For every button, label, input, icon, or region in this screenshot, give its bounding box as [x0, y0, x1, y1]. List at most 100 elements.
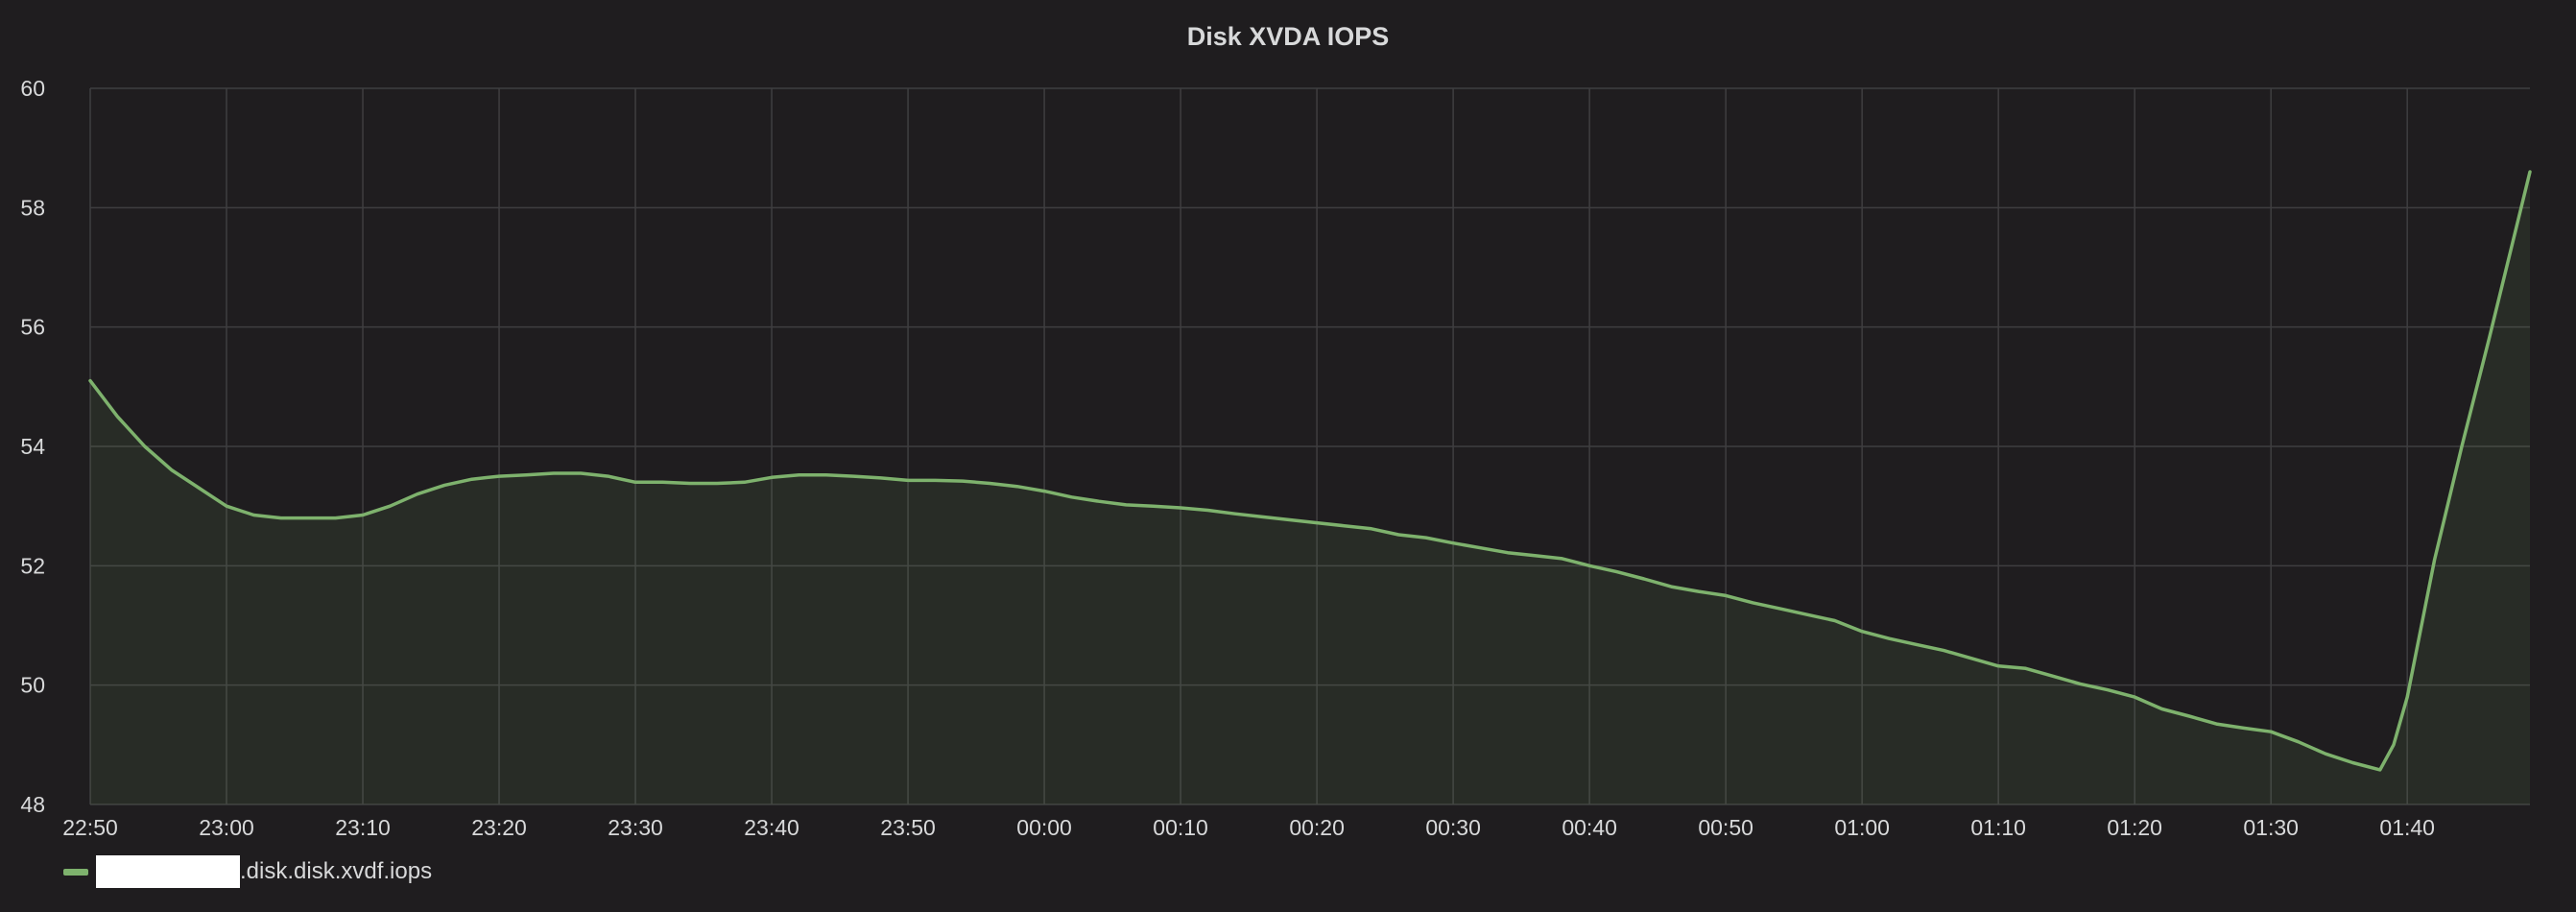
legend-swatch	[63, 868, 88, 876]
x-tick-label: 22:50	[62, 815, 118, 840]
data-point	[1397, 533, 1400, 537]
data-point	[607, 474, 609, 478]
data-point	[1288, 518, 1291, 521]
data-point	[688, 482, 691, 485]
data-point	[497, 474, 501, 478]
data-point	[1587, 564, 1591, 567]
data-point	[1233, 513, 1237, 516]
data-point	[1670, 585, 1673, 588]
data-point	[1969, 657, 1972, 660]
data-point	[1152, 505, 1155, 508]
data-point	[1097, 500, 1101, 503]
data-point	[661, 481, 664, 484]
x-tick-label: 23:20	[471, 815, 527, 840]
x-tick-label: 01:00	[1834, 815, 1890, 840]
chart-title: Disk XVDA IOPS	[1187, 22, 1390, 51]
x-tick-label: 00:10	[1153, 815, 1208, 840]
data-point	[1125, 503, 1128, 507]
data-point	[116, 415, 119, 419]
data-point	[879, 476, 882, 480]
x-axis-ticks: 22:50 23:00 23:10 23:20 23:30 23:40 23:50 00:00…	[62, 815, 2435, 840]
data-point	[2351, 761, 2354, 764]
data-point	[198, 487, 201, 490]
x-tick-label: 23:10	[335, 815, 391, 840]
data-point	[1315, 521, 1319, 524]
x-tick-label: 23:50	[880, 815, 936, 840]
data-point	[1697, 589, 1700, 593]
data-point	[798, 473, 800, 476]
data-point	[171, 468, 174, 472]
data-point	[1370, 527, 1373, 530]
data-point	[2528, 170, 2532, 174]
legend-redaction	[96, 855, 240, 888]
data-point	[2488, 337, 2491, 341]
y-tick-label: 60	[20, 76, 45, 101]
x-tick-label: 00:40	[1562, 815, 1617, 840]
data-point	[389, 505, 392, 508]
legend-item[interactable]: .disk.disk.xvdf.iops	[63, 852, 432, 891]
data-point	[88, 379, 92, 382]
y-tick-label: 58	[20, 195, 45, 220]
data-point	[2215, 722, 2218, 726]
data-point	[906, 479, 910, 482]
data-point	[1042, 490, 1046, 492]
data-point	[2106, 688, 2109, 691]
data-point	[824, 473, 828, 476]
data-point	[633, 481, 637, 484]
series-layer	[88, 170, 2532, 804]
x-tick-label: 00:30	[1425, 815, 1481, 840]
data-point	[252, 514, 255, 516]
data-point	[2160, 708, 2163, 710]
data-point	[443, 484, 446, 487]
data-point	[552, 471, 555, 475]
data-point	[2324, 753, 2327, 756]
data-point	[1261, 516, 1264, 518]
data-point	[1479, 546, 1482, 549]
data-point	[2433, 558, 2436, 562]
x-tick-label: 01:10	[1970, 815, 2026, 840]
data-point	[525, 473, 528, 476]
y-tick-label: 56	[20, 315, 45, 340]
data-point	[225, 505, 228, 508]
y-tick-label: 48	[20, 792, 45, 817]
data-point	[770, 476, 774, 479]
data-point	[1943, 649, 1945, 652]
data-point	[2460, 444, 2464, 448]
x-tick-label: 23:40	[744, 815, 799, 840]
x-tick-label: 01:20	[2107, 815, 2162, 840]
x-tick-label: 23:30	[608, 815, 663, 840]
data-point	[143, 444, 146, 448]
data-point	[716, 482, 719, 485]
x-tick-label: 00:50	[1698, 815, 1753, 840]
data-point	[743, 481, 746, 484]
data-point	[1179, 506, 1182, 510]
data-point	[1806, 613, 1809, 616]
data-point	[2297, 740, 2300, 743]
data-point	[2392, 743, 2396, 746]
data-point	[307, 516, 310, 519]
data-point	[1070, 495, 1073, 498]
legend-label: .disk.disk.xvdf.iops	[240, 858, 433, 884]
y-axis-ticks: 48 50 52 54 56 58 60	[20, 76, 45, 817]
data-point	[580, 471, 583, 475]
data-point	[1343, 524, 1346, 527]
data-point	[1561, 557, 1563, 561]
data-point	[2406, 695, 2409, 699]
data-point	[1888, 637, 1891, 640]
y-tick-label: 50	[20, 673, 45, 698]
data-point	[279, 516, 282, 519]
data-point	[1997, 664, 2000, 667]
data-point	[1534, 554, 1537, 557]
x-tick-label: 01:40	[2379, 815, 2435, 840]
y-tick-label: 54	[20, 434, 45, 459]
data-point	[1752, 601, 1754, 605]
data-point	[1642, 577, 1646, 581]
data-point	[1206, 509, 1209, 512]
data-point	[416, 492, 418, 495]
data-point	[961, 479, 965, 483]
data-point	[2187, 714, 2191, 718]
data-point	[361, 514, 365, 516]
data-point	[2378, 768, 2381, 772]
data-point	[1615, 570, 1618, 573]
